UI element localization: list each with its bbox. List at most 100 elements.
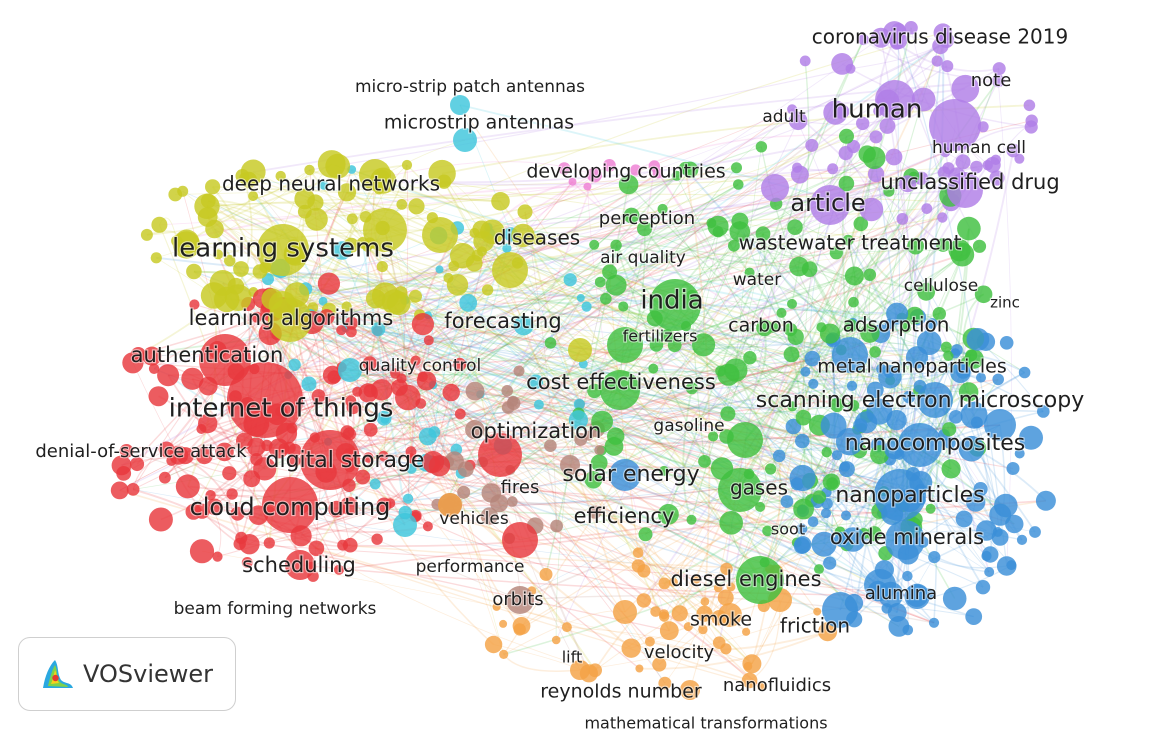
orange-cluster-node[interactable] — [539, 567, 553, 581]
blue-cluster-node[interactable] — [976, 372, 986, 383]
purple-cluster-node[interactable] — [858, 34, 869, 46]
purple-cluster-node[interactable] — [955, 154, 971, 170]
blue-cluster-node[interactable] — [811, 531, 837, 557]
orange-cluster-node[interactable] — [659, 621, 679, 641]
yellow-cluster-node[interactable] — [363, 208, 407, 252]
keyword-label[interactable]: adult — [761, 106, 807, 128]
green-cluster-node[interactable] — [812, 490, 827, 504]
green-cluster-node[interactable] — [830, 397, 845, 413]
orange-cluster-node[interactable] — [512, 617, 531, 635]
blue-cluster-node[interactable] — [1037, 405, 1050, 418]
keyword-label[interactable]: orbits — [491, 588, 544, 611]
green-cluster-node[interactable] — [698, 455, 711, 468]
brown-cluster-node[interactable] — [480, 507, 499, 525]
green-cluster-node[interactable] — [729, 221, 751, 242]
blue-cluster-node[interactable] — [992, 373, 1004, 386]
cyan-cluster-node[interactable] — [319, 180, 329, 190]
keyword-label[interactable]: performance — [414, 556, 525, 578]
red-cluster-node[interactable] — [189, 539, 215, 564]
red-cluster-node[interactable] — [285, 550, 315, 580]
keyword-label[interactable]: reynolds number — [539, 679, 703, 703]
keyword-label[interactable]: friction — [779, 612, 851, 638]
green-cluster-node[interactable] — [866, 526, 882, 542]
keyword-label[interactable]: gases — [729, 474, 789, 500]
brown-cluster-node[interactable] — [507, 496, 518, 507]
cyan-cluster-node[interactable] — [371, 322, 386, 337]
cyan-cluster-node[interactable] — [288, 358, 301, 371]
keyword-label[interactable]: adsorption — [841, 311, 950, 337]
orange-cluster-node[interactable] — [741, 672, 758, 689]
green-cluster-node[interactable] — [942, 422, 957, 437]
keyword-label[interactable]: nanofluidics — [722, 674, 833, 697]
brown-cluster-node[interactable] — [506, 586, 534, 614]
purple-cluster-node[interactable] — [951, 74, 980, 103]
red-cluster-node[interactable] — [376, 497, 392, 513]
keyword-label[interactable]: note — [970, 69, 1013, 92]
green-cluster-node[interactable] — [637, 221, 652, 237]
green-cluster-node[interactable] — [736, 556, 784, 604]
green-cluster-node[interactable] — [863, 268, 877, 281]
red-cluster-node[interactable] — [355, 469, 371, 485]
keyword-label[interactable]: wastewater treatment — [737, 229, 962, 255]
red-cluster-node[interactable] — [308, 540, 325, 557]
green-cluster-node[interactable] — [728, 239, 740, 252]
blue-cluster-node[interactable] — [831, 450, 843, 461]
keyword-label[interactable]: diseases — [493, 224, 582, 250]
cyan-cluster-node[interactable] — [453, 128, 477, 152]
purple-cluster-node[interactable] — [970, 160, 983, 174]
orange-cluster-node[interactable] — [698, 624, 708, 635]
green-cluster-node[interactable] — [869, 346, 881, 358]
blue-cluster-node[interactable] — [904, 583, 930, 609]
blue-cluster-node[interactable] — [1016, 534, 1028, 546]
keyword-label[interactable]: micro-strip patch antennas — [354, 76, 586, 98]
blue-cluster-node[interactable] — [772, 449, 786, 463]
blue-cluster-node[interactable] — [846, 380, 858, 391]
green-cluster-node[interactable] — [591, 410, 613, 433]
pink-cluster-node[interactable] — [568, 177, 577, 186]
orange-cluster-node[interactable] — [632, 547, 644, 558]
cyan-cluster-node[interactable] — [581, 301, 592, 312]
green-cluster-node[interactable] — [950, 242, 975, 267]
green-cluster-node[interactable] — [610, 239, 622, 251]
red-cluster-node[interactable] — [362, 356, 377, 371]
keyword-label[interactable]: efficiency — [572, 503, 675, 529]
green-cluster-node[interactable] — [787, 328, 804, 345]
green-cluster-node[interactable] — [932, 307, 946, 321]
green-cluster-node[interactable] — [720, 406, 736, 422]
green-cluster-node[interactable] — [686, 514, 697, 525]
yellow-cluster-node[interactable] — [492, 252, 528, 288]
brown-cluster-node[interactable] — [574, 432, 588, 446]
red-cluster-node[interactable] — [363, 452, 374, 463]
red-cluster-node[interactable] — [148, 363, 160, 374]
yellow-cluster-node[interactable] — [491, 192, 510, 211]
red-cluster-node[interactable] — [423, 335, 434, 346]
purple-cluster-node[interactable] — [989, 170, 1005, 186]
red-cluster-node[interactable] — [212, 551, 223, 562]
green-cluster-node[interactable] — [776, 307, 787, 318]
keyword-label[interactable]: smoke — [689, 607, 753, 631]
cyan-cluster-node[interactable] — [301, 376, 317, 392]
purple-cluster-node[interactable] — [838, 146, 853, 161]
orange-cluster-node[interactable] — [668, 577, 678, 587]
blue-cluster-node[interactable] — [780, 495, 794, 508]
red-cluster-node[interactable] — [110, 481, 129, 500]
yellow-cluster-node[interactable] — [224, 255, 236, 267]
red-cluster-node[interactable] — [262, 477, 318, 533]
orange-cluster-node[interactable] — [492, 602, 501, 611]
green-cluster-node[interactable] — [814, 564, 824, 575]
orange-cluster-node[interactable] — [742, 627, 751, 636]
purple-cluster-node[interactable] — [823, 100, 848, 125]
purple-cluster-node[interactable] — [805, 138, 819, 152]
keyword-label[interactable]: human — [831, 93, 924, 125]
yellow-cluster-node[interactable] — [186, 263, 202, 280]
keyword-label[interactable]: authentication — [130, 342, 285, 368]
orange-cluster-node[interactable] — [742, 654, 762, 674]
blue-cluster-node[interactable] — [949, 410, 963, 424]
purple-cluster-node[interactable] — [937, 166, 951, 179]
green-cluster-node[interactable] — [658, 503, 679, 525]
yellow-cluster-node[interactable] — [376, 261, 388, 273]
keyword-label[interactable]: velocity — [643, 641, 716, 664]
orange-cluster-node[interactable] — [499, 649, 509, 660]
green-cluster-node[interactable] — [667, 338, 682, 353]
green-cluster-node[interactable] — [787, 219, 803, 235]
